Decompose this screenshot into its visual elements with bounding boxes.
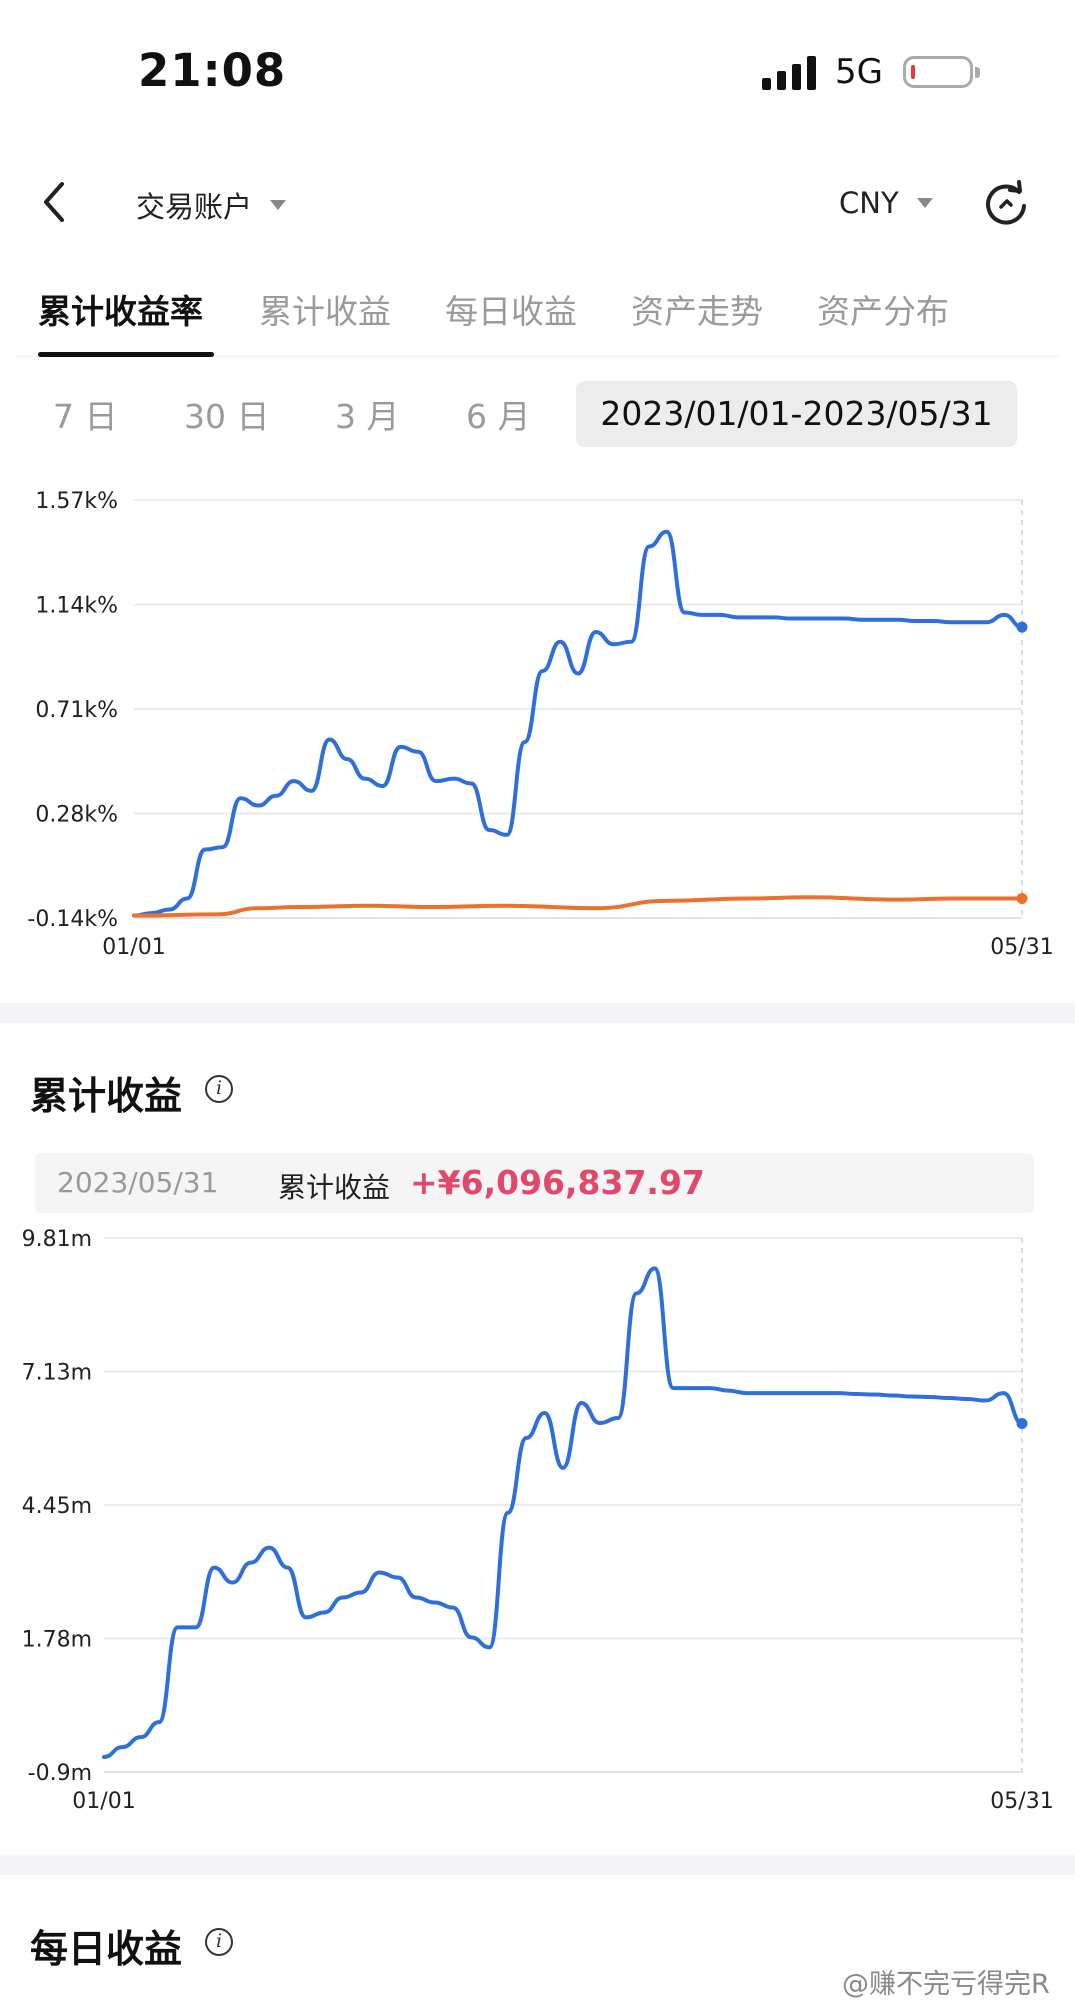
account-label: 交易账户 [136,190,253,224]
section-divider [0,1855,1075,1875]
series-end-point [1016,621,1028,633]
info-icon[interactable]: i [205,1075,233,1103]
range-7d[interactable]: 7 日 [53,397,118,436]
range-custom[interactable]: 2023/01/01-2023/05/31 [576,381,1017,447]
x-tick-label: 01/01 [72,1789,135,1814]
account-selector[interactable]: 交易账户 [136,184,287,226]
x-tick-label: 01/01 [102,935,165,960]
range-3m[interactable]: 3 月 [335,397,400,436]
cumulative-return-chart[interactable]: 9.81m 7.13m 4.45m 1.78m -0.9m 01/01 05/31 [0,1220,1075,1820]
tab-asset-trend[interactable]: 资产走势 [631,292,763,331]
summary-value: +¥6,096,837.97 [410,1163,705,1202]
summary-bar: 2023/05/31 累计收益 +¥6,096,837.97 [35,1153,1034,1213]
series-line [132,529,1024,918]
return-rate-chart[interactable]: 1.57k% 1.14k% 0.71k% 0.28k% -0.14k% 01/01 05/3… [0,470,1075,970]
y-tick-label: 0.28k% [35,803,118,828]
signal-icon [762,56,818,90]
series-line [132,895,1024,918]
network-label: 5G [835,52,883,92]
y-tick-label: 0.71k% [35,698,118,723]
currency-selector[interactable]: CNY [839,186,933,220]
y-tick-label: 1.57k% [35,489,118,514]
back-icon[interactable] [40,180,70,224]
tab-asset-distribution[interactable]: 资产分布 [817,292,949,331]
series-end-point [1016,892,1028,904]
series-end-point [1016,1417,1028,1429]
y-tick-label: 1.14k% [35,594,118,619]
summary-label: 累计收益 [278,1171,391,1204]
y-tick-label: 7.13m [22,1361,92,1386]
refresh-icon[interactable] [983,180,1029,226]
status-time: 21:08 [138,44,287,97]
battery-icon [903,56,980,88]
tab-active-indicator [38,352,214,357]
y-tick-label: -0.9m [28,1761,92,1786]
y-tick-label: 4.45m [22,1494,92,1519]
tab-divider [16,356,1059,357]
tab-cumulative-return-rate[interactable]: 累计收益率 [38,292,203,331]
watermark: @赚不完亏得完R [842,1969,1050,2000]
currency-label: CNY [839,186,899,220]
cumulative-return-title: 累计收益 [30,1074,183,1118]
x-tick-label: 05/31 [990,1789,1053,1814]
tab-cumulative-return[interactable]: 累计收益 [259,292,391,331]
range-30d[interactable]: 30 日 [184,397,270,436]
summary-date: 2023/05/31 [57,1166,219,1199]
daily-return-title: 每日收益 [30,1927,183,1971]
caret-down-icon [916,198,933,208]
series-line [102,1266,1024,1760]
tab-daily-return[interactable]: 每日收益 [445,292,577,331]
y-tick-label: -0.14k% [27,907,118,932]
range-6m[interactable]: 6 月 [466,397,531,436]
section-divider [0,1003,1075,1023]
x-tick-label: 05/31 [990,935,1053,960]
info-icon[interactable]: i [205,1928,233,1956]
y-tick-label: 9.81m [22,1227,92,1252]
y-tick-label: 1.78m [22,1628,92,1653]
caret-down-icon [270,200,287,210]
